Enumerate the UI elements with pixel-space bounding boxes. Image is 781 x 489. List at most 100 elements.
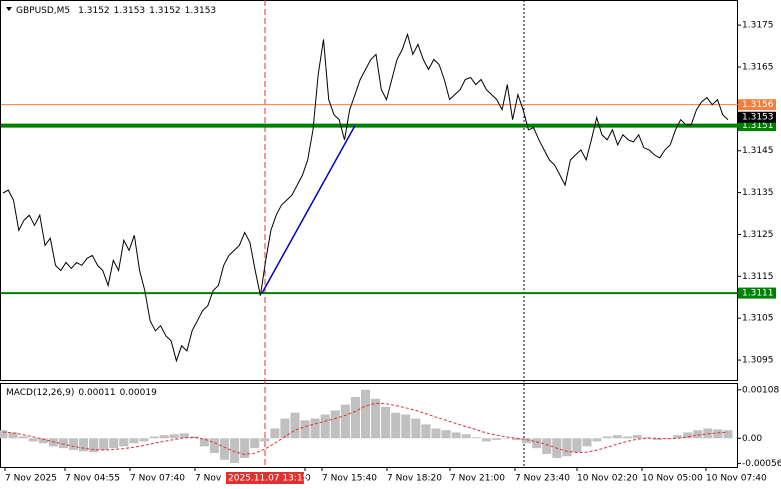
histogram-bar — [149, 436, 159, 439]
level-label-box — [738, 99, 776, 111]
indicator-value: 0.00011 — [78, 388, 115, 398]
histogram-bar — [38, 438, 48, 444]
histogram-bar — [673, 435, 683, 439]
cursor-label: 2025.11.07 13:15 — [228, 474, 308, 484]
histogram-bar — [58, 438, 68, 449]
histogram-bar — [179, 433, 189, 439]
histogram-bar — [592, 438, 602, 442]
histogram-bar — [330, 410, 340, 439]
histogram-bar — [713, 429, 723, 439]
histogram-bar — [280, 418, 290, 439]
histogram-bar — [501, 438, 512, 439]
histogram-bar — [189, 436, 199, 439]
histogram-bar — [582, 438, 592, 447]
histogram-bar — [481, 438, 491, 442]
histogram-bar — [421, 424, 431, 439]
histogram-bar — [683, 432, 693, 439]
y-tick-label: 1.3105 — [742, 314, 774, 324]
histogram-bar — [79, 438, 89, 452]
histogram-bar — [451, 432, 461, 439]
macd-header: MACD(12,26,9) 0.00011 0.00019 — [6, 388, 157, 398]
level-label: 1.3151 — [742, 121, 774, 131]
y-tick-label: -0.00056 — [742, 459, 781, 469]
ohlc-value: 1.3152 — [78, 6, 110, 16]
y-tick-label: 1.3145 — [742, 146, 774, 156]
cursor-label-box — [226, 472, 304, 484]
histogram-bar — [0, 430, 8, 439]
histogram-bar — [99, 438, 109, 450]
histogram-bar — [522, 438, 532, 444]
symbol-header: GBPUSD,M5 1.3152 1.3153 1.3152 1.3153 — [16, 6, 216, 16]
histogram-bar — [381, 406, 391, 439]
x-tick-label: 10 Nov 07:40 — [706, 474, 767, 484]
level-label-box — [738, 120, 776, 132]
histogram-bar — [512, 438, 522, 441]
dropdown-arrow[interactable] — [6, 7, 12, 11]
x-tick-label: 7 Nov 21:00 — [450, 474, 505, 484]
y-tick-label: 1.3115 — [742, 272, 774, 282]
histogram-bar — [441, 430, 451, 439]
histogram-bar — [350, 397, 360, 439]
histogram-bar — [411, 418, 421, 439]
x-tick-label: 0 — [305, 474, 311, 484]
histogram-bar — [139, 438, 149, 442]
histogram-bar — [461, 434, 471, 439]
histogram-bar — [119, 438, 129, 447]
histogram-bar — [169, 434, 179, 439]
y-tick-label: 1.3165 — [742, 62, 774, 72]
histogram-bar — [723, 430, 733, 439]
histogram-bar — [310, 418, 320, 439]
histogram-bar — [129, 438, 139, 444]
histogram-bar — [622, 436, 632, 439]
symbol: GBPUSD,M5 — [16, 6, 70, 16]
ohlc-value: 1.3152 — [149, 6, 181, 16]
y-tick-label: 1.3125 — [742, 230, 774, 240]
histogram-bar — [602, 436, 612, 439]
signal-line — [2, 402, 729, 455]
histogram-bar — [471, 437, 481, 439]
x-tick-label: 7 Nov — [195, 474, 222, 484]
y-tick-label: 0.00108 — [742, 385, 779, 395]
histogram-bar — [320, 414, 330, 439]
x-tick-label: 7 Nov 23:40 — [515, 474, 570, 484]
level-label: 1.3156 — [742, 100, 774, 110]
histogram-bar — [532, 438, 542, 449]
current-price-label: 1.3153 — [742, 113, 774, 123]
histogram-bar — [491, 438, 501, 441]
histogram-bar — [270, 428, 280, 439]
x-tick-label: 10 Nov 02:20 — [577, 474, 638, 484]
x-tick-label: 7 Nov 07:40 — [130, 474, 185, 484]
histogram-bar — [562, 438, 572, 457]
histogram-bar — [340, 404, 350, 439]
histogram-bar — [391, 412, 401, 439]
histogram-bar — [89, 438, 99, 453]
current-price-box — [738, 111, 776, 123]
histogram-bar — [18, 436, 28, 439]
trend-line — [261, 125, 356, 294]
histogram-bar — [199, 438, 209, 447]
histogram-bar — [240, 438, 250, 459]
y-tick-label: 0.00 — [742, 434, 762, 444]
histogram-bar — [642, 437, 652, 439]
x-tick-label: 10 Nov 05:00 — [642, 474, 703, 484]
histogram-bar — [300, 420, 310, 439]
x-tick-label: 7 Nov 15:40 — [322, 474, 377, 484]
histogram-bar — [360, 389, 371, 439]
histogram-bar — [431, 428, 441, 439]
histogram-bar — [401, 414, 411, 439]
histogram-bar — [652, 438, 663, 441]
histogram-bar — [612, 435, 622, 439]
histogram-bar — [572, 438, 582, 453]
histogram-bar — [230, 438, 240, 463]
histogram-bar — [542, 438, 552, 454]
price-line — [2, 32, 729, 363]
histogram-bar — [632, 435, 642, 439]
histogram-bar — [219, 438, 230, 460]
indicator-value: 0.00019 — [120, 388, 157, 398]
histogram-bar — [663, 438, 673, 440]
histogram-bar — [250, 438, 260, 449]
y-tick-label: 1.3095 — [742, 356, 774, 366]
histogram-bar — [109, 438, 119, 449]
